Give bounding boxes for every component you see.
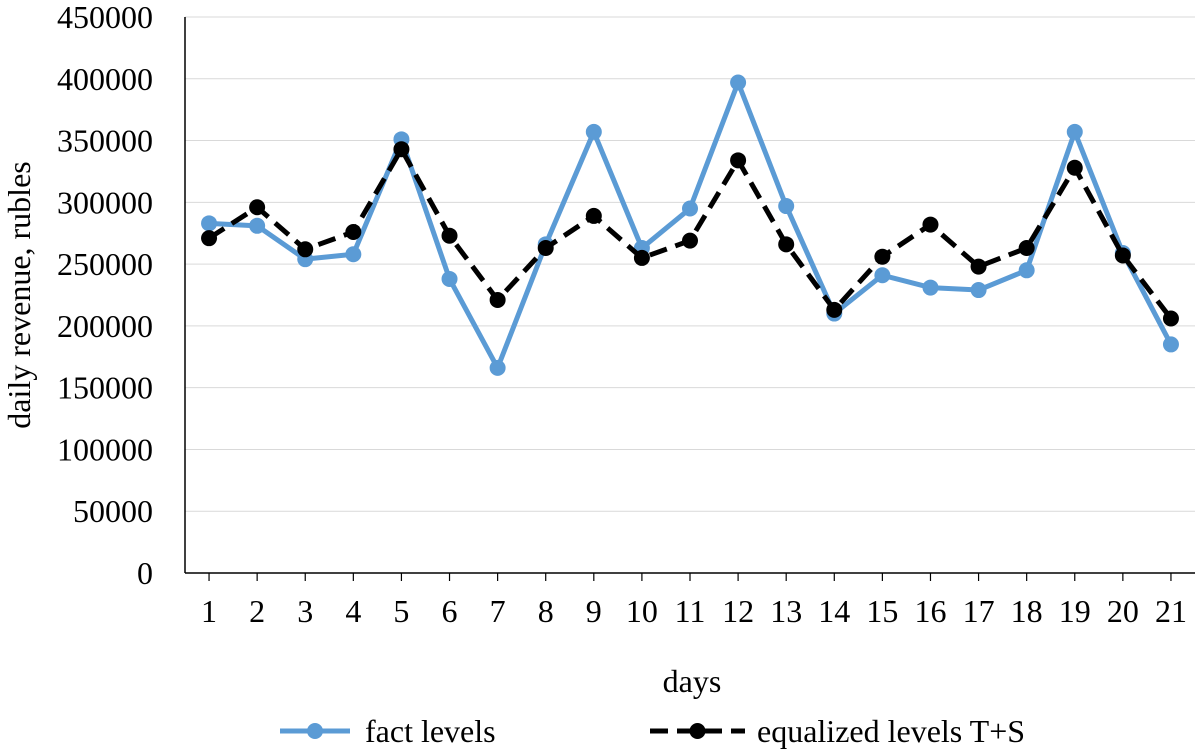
y-tick-label: 250000 [57,246,153,282]
x-tick-label: 11 [675,593,706,629]
x-tick-label: 2 [249,593,265,629]
y-axis-ticks: 0 50000 100000 150000 200000 250000 300000 3500… [57,0,153,591]
y-tick-label: 450000 [57,0,153,35]
y-tick-label: 150000 [57,370,153,406]
data-point [682,200,698,217]
data-point [441,270,458,287]
legend-item: equalized levels T+S [650,713,1025,749]
x-tick-label: 4 [345,593,361,629]
data-point [730,152,747,169]
x-tick-label: 5 [393,593,409,629]
data-point [489,291,506,308]
x-tick-label: 19 [1059,593,1091,629]
gridlines [185,16,1195,512]
data-point [826,301,843,318]
x-axis-ticks: 1 2 3 4 5 6 7 8 9 10 11 12 13 14 15 16 17 18 19 20 21 [201,573,1187,629]
data-point [585,207,602,224]
y-tick-label: 400000 [57,61,153,97]
data-point [249,199,266,216]
data-point [585,123,602,140]
y-tick-label: 100000 [57,431,153,467]
y-tick-label: 300000 [57,184,153,220]
data-point [441,227,458,244]
x-axis-label: days [663,663,722,699]
series-2 [201,141,1179,327]
data-point [922,216,939,233]
data-point [633,249,650,266]
data-point [1114,247,1131,264]
x-tick-label: 17 [963,593,995,629]
x-tick-label: 13 [770,593,802,629]
series-1 [201,74,1179,376]
data-point [201,215,218,232]
data-point [778,236,795,253]
data-point [201,230,218,247]
legend-swatch-marker [689,723,706,739]
x-tick-label: 20 [1107,593,1139,629]
y-tick-label: 350000 [57,123,153,159]
y-tick-label: 50000 [73,493,153,529]
data-point [1162,336,1179,353]
legend-label: fact levels [365,713,496,749]
data-point [1066,123,1083,140]
x-tick-label: 9 [586,593,602,629]
data-point [345,246,362,263]
y-axis-label: daily revenue, rubles [1,161,37,428]
legend: fact levels equalized levels T+S [280,713,1025,749]
data-point [778,198,795,215]
data-point [682,232,698,249]
x-tick-label: 21 [1155,593,1187,629]
data-point [730,74,747,91]
data-point [489,359,506,376]
data-point [1018,262,1035,279]
x-tick-label: 18 [1011,593,1043,629]
data-point [1066,159,1083,176]
x-tick-label: 14 [818,593,850,629]
data-point [874,248,891,265]
data-point [537,240,554,257]
series-group [201,74,1179,376]
x-tick-label: 3 [297,593,313,629]
x-tick-label: 6 [442,593,458,629]
data-point [297,241,314,258]
data-point [345,223,362,240]
legend-item: fact levels [280,713,496,749]
x-tick-label: 10 [626,593,658,629]
data-point [1018,240,1035,257]
x-tick-label: 1 [201,593,217,629]
x-tick-label: 12 [722,593,754,629]
y-tick-label: 0 [137,555,153,591]
data-point [874,267,891,284]
data-point [922,279,939,296]
y-tick-label: 200000 [57,308,153,344]
x-tick-label: 8 [538,593,554,629]
data-point [970,258,987,275]
data-point [249,217,266,234]
x-tick-label: 15 [866,593,898,629]
data-point [970,282,987,299]
x-tick-label: 16 [914,593,946,629]
x-tick-label: 7 [490,593,506,629]
legend-swatch-marker [307,723,323,739]
data-point [1162,310,1179,327]
data-point [393,141,410,158]
legend-label: equalized levels T+S [757,713,1025,749]
